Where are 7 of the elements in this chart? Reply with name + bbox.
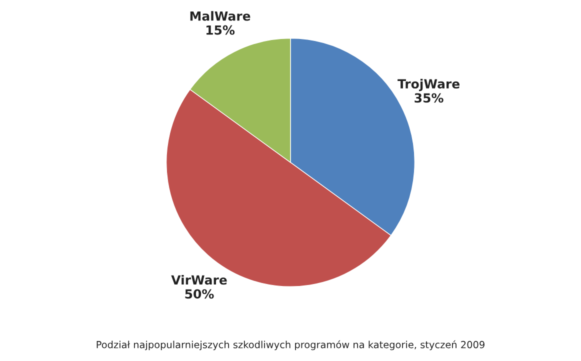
slice-label: VirWare (171, 274, 227, 285)
data-label: 50% (185, 289, 214, 299)
text: Podział najpopularniejszych szkodliwych programów na kategorie, styczeń 2009 (96, 340, 484, 350)
data-label: 15% (206, 25, 235, 35)
data-label: 35% (414, 93, 444, 103)
slice-label: TrojWare (398, 78, 460, 92)
slice-label: MalWare (190, 11, 250, 21)
